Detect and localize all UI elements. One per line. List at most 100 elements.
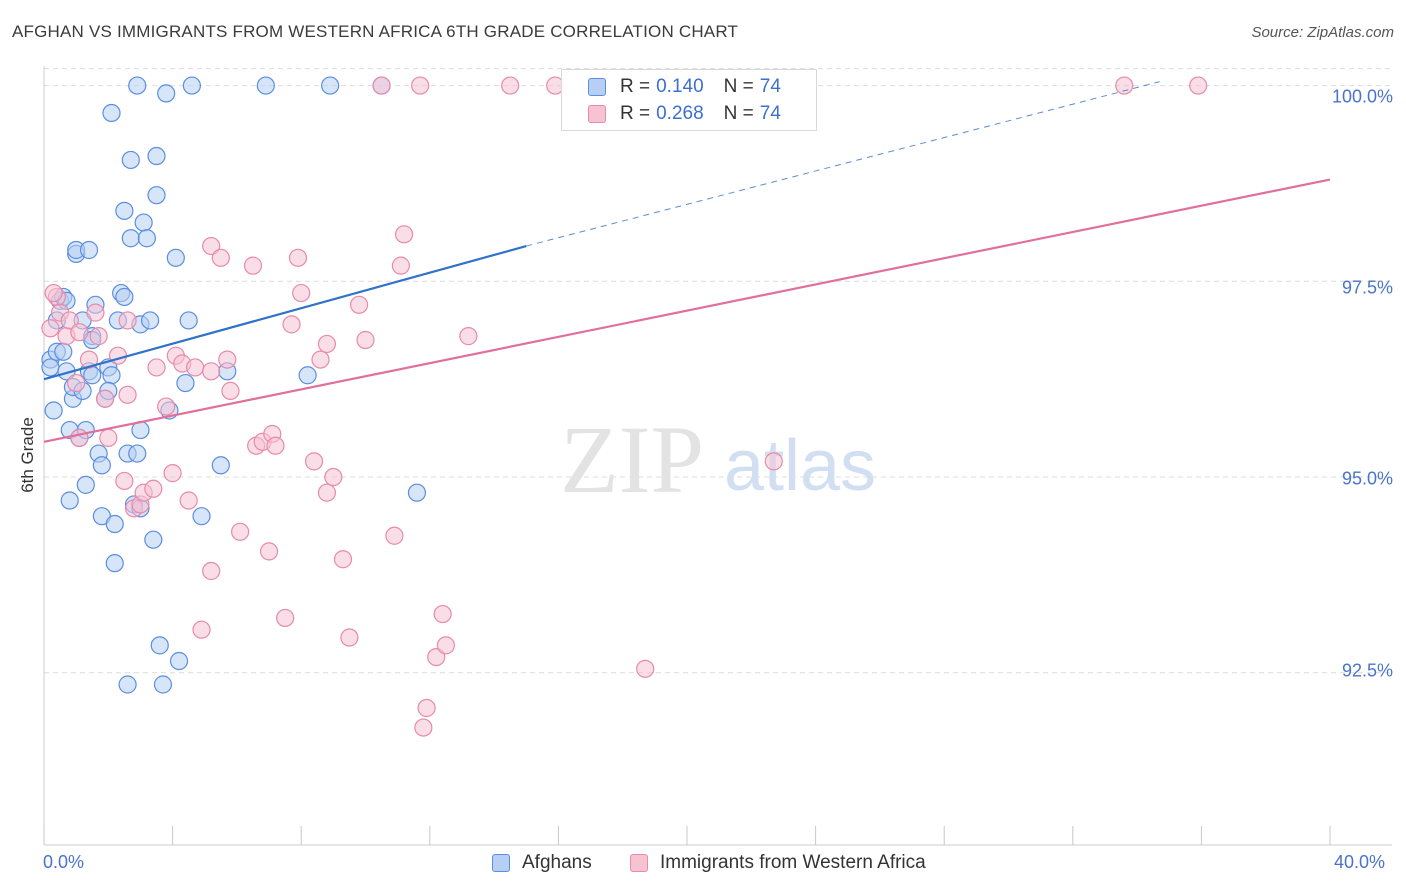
western-africa-point [221,381,240,401]
western-africa-point [304,452,324,471]
western-africa-point [86,303,105,322]
legend-n-value: 74 [759,76,781,97]
afghans-point [147,186,166,205]
afghans-point [166,248,185,267]
western-africa-point [243,256,263,275]
watermark: ZIP atlas [560,406,876,513]
western-africa-point [1189,76,1208,95]
western-africa-point [144,479,163,498]
afghans-point [115,201,134,220]
western-africa-point [433,604,452,624]
axes [43,66,1392,846]
western-africa-point [218,350,237,369]
western-africa-point [764,452,783,471]
western-africa-point [259,542,279,561]
afghans-point [182,76,201,95]
western-africa-point [288,248,308,267]
legend-r-label: R = [620,103,651,124]
afghans-point [79,240,99,260]
afghans-point [102,103,121,123]
western-africa-point [340,628,359,647]
afghans-point [147,146,166,166]
western-africa-point [372,76,391,95]
western-africa-point [266,436,285,455]
western-africa-point [89,327,108,346]
afghans-point [407,483,427,502]
western-africa-point [202,362,221,381]
western-africa-point [394,225,414,244]
western-africa-trend-line [43,178,1331,443]
western-africa-point [1115,76,1134,95]
trend-lines [43,81,1331,443]
afghans-point [134,213,153,232]
afghans-point [179,311,198,330]
western-africa-point [391,256,410,275]
legend-swatch-western-africa [588,105,606,123]
x-tick-label-min: 0.0% [43,852,85,872]
bottom-legend-swatch-afghans [492,854,510,872]
western-africa-point [157,397,176,416]
bottom-legend-swatch-western-africa [630,854,648,872]
legend-n-label: N = [723,76,754,97]
western-africa-point [95,389,115,408]
western-africa-point [60,311,79,330]
western-africa-point [311,350,330,369]
afghans-point [121,229,140,248]
legend-n-label: N = [723,103,754,124]
afghans-point [321,76,340,95]
afghans-point [298,366,317,385]
afghans-point [115,287,134,307]
western-africa-point [317,334,337,354]
western-africa-point [385,526,404,545]
afghans-point [128,76,147,95]
afghans-point [192,507,211,526]
afghans-point [256,76,275,95]
afghans-point [150,636,169,655]
western-africa-point [70,323,89,342]
western-africa-point [41,319,60,338]
chart-title: AFGHAN VS IMMIGRANTS FROM WESTERN AFRICA… [12,22,739,41]
western-africa-point [99,428,118,447]
western-africa-point [115,471,134,491]
afghans-point [54,342,73,361]
afghans-point [105,514,124,534]
western-africa-point [414,718,433,737]
bottom-legend-afghans: Afghans [492,852,592,874]
afghans-point [211,456,230,475]
legend-row-western-africa: R = 0.268 N = 74 [588,102,781,126]
western-africa-point [324,467,343,487]
western-africa-point [118,311,137,330]
bottom-legend-western-africa: Immigrants from Western Africa [630,852,926,874]
afghans-point [157,84,176,103]
afghans-point [83,366,102,385]
western-africa-point [44,283,63,303]
y-axis-label: 6th Grade [18,417,37,493]
western-africa-point [292,283,311,303]
source-label: Source: ZipAtlas.com [1251,24,1394,41]
western-africa-point [108,346,128,365]
afghans-point [128,444,147,463]
western-africa-point [202,561,221,581]
western-africa-point [349,295,369,314]
western-africa-point [317,483,337,502]
western-africa-point [501,76,520,95]
afghans-point [41,358,60,377]
western-africa-point [427,648,446,667]
legend-row-afghans: R = 0.140 N = 74 [588,75,781,99]
afghans-point [121,150,140,170]
afghans-point [60,491,79,510]
watermark-zip: ZIP [560,406,704,513]
y-tick-label: 97.5% [1341,277,1393,298]
western-africa-point [417,698,436,718]
western-africa-point [356,330,375,350]
western-africa-point [163,464,182,483]
y-tick-label: 100.0% [1331,86,1393,107]
afghans-point [44,401,63,420]
afghans-point [176,373,195,393]
afghans-trend-line [43,245,527,381]
afghans-point [144,530,163,549]
western-africa-point [202,236,221,256]
y-tick-label: 92.5% [1341,660,1393,681]
correlation-legend: R = 0.140 N = 74 R = 0.268 N = 74 [561,69,817,131]
